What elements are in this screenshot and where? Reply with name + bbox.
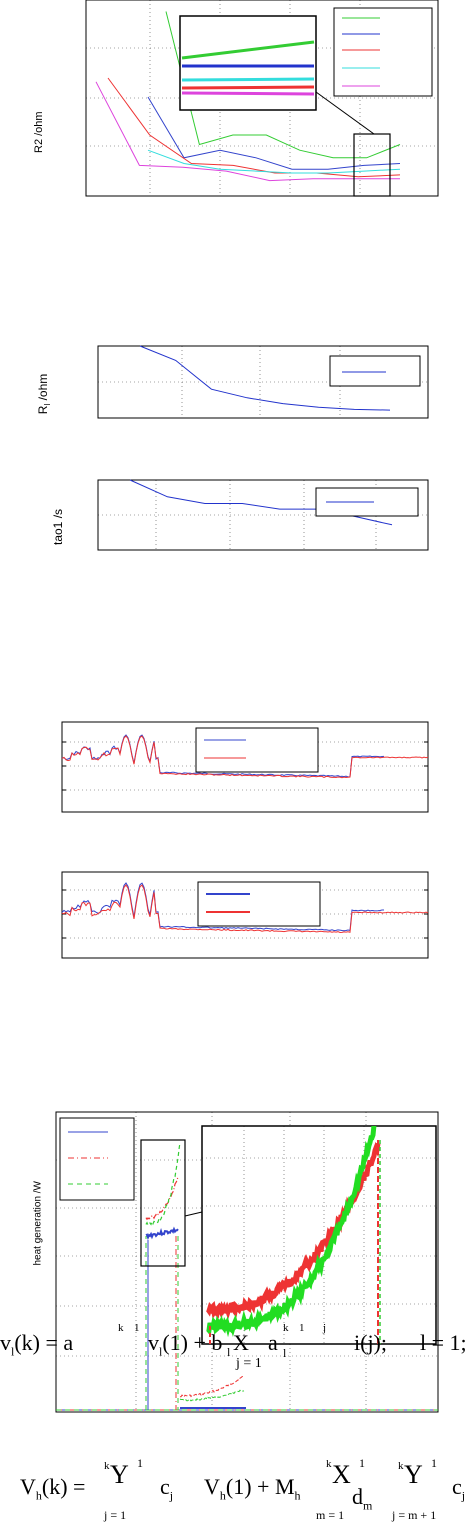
heat-zoom-green <box>206 1126 377 1338</box>
r2-zoom-inset <box>179 15 317 111</box>
r2-series-line <box>147 149 401 174</box>
ts1-series-red <box>61 735 429 779</box>
r2-series-line <box>107 77 401 178</box>
heat-zoom-series <box>205 1126 381 1344</box>
heat-zoom-connector <box>184 1211 203 1217</box>
r2-inset-lines <box>181 40 315 96</box>
ts2-legend <box>197 881 321 927</box>
heat-chart <box>55 1111 439 1413</box>
ts2-series-red <box>61 884 429 934</box>
heat-series-small-green <box>179 1389 245 1402</box>
heat-zoom-source <box>140 1139 186 1267</box>
rl-series-line <box>139 345 391 411</box>
heat-series <box>56 1142 438 1411</box>
r2-zoom-source <box>353 133 391 197</box>
ts1-chart <box>61 721 429 813</box>
r2-series-line <box>165 11 401 159</box>
tao1-grid <box>98 480 428 550</box>
ts1-ticks <box>62 741 428 791</box>
ts2-series-blue <box>61 882 384 932</box>
heat-series-blue-plateau <box>145 1226 179 1241</box>
r2-legend-entries <box>342 17 380 87</box>
heat-series-red-rise <box>145 1176 179 1221</box>
r2-chart <box>85 0 439 197</box>
ts2-chart <box>61 871 429 959</box>
tao1-chart <box>97 479 429 551</box>
ts2-ticks <box>62 889 428 939</box>
rl-chart <box>97 345 429 419</box>
rl-legend <box>329 355 421 387</box>
r2-series-line <box>95 81 400 182</box>
heat-series-small-red <box>180 1375 245 1398</box>
r2-legend <box>333 7 433 97</box>
r2-zoom-connector <box>315 91 375 135</box>
r2-series-line <box>147 96 401 170</box>
heat-legend <box>59 1117 135 1201</box>
ts1-legend <box>195 727 319 773</box>
